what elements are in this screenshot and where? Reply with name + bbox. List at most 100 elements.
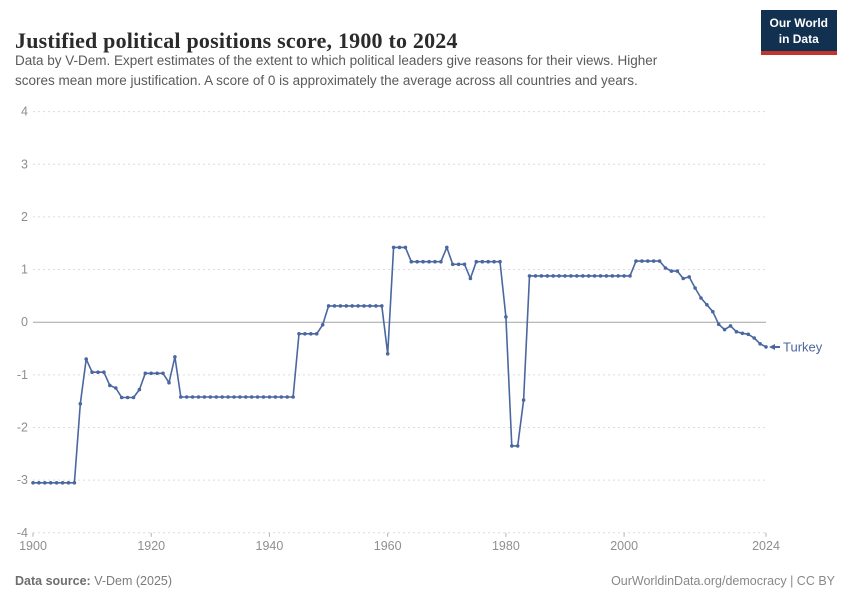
data-point[interactable] xyxy=(551,274,555,278)
data-point[interactable] xyxy=(539,274,544,278)
data-point[interactable] xyxy=(657,259,662,263)
data-point[interactable] xyxy=(728,324,733,328)
data-point[interactable] xyxy=(403,245,408,250)
data-point[interactable] xyxy=(167,380,171,385)
data-point[interactable] xyxy=(155,371,159,376)
data-point[interactable] xyxy=(415,259,420,264)
series-end-label[interactable]: Turkey xyxy=(783,339,823,354)
data-point[interactable] xyxy=(96,370,100,375)
data-point[interactable] xyxy=(190,395,195,399)
data-point[interactable] xyxy=(681,276,685,281)
data-point[interactable] xyxy=(474,259,479,264)
data-point[interactable] xyxy=(60,481,65,485)
data-point[interactable] xyxy=(397,245,402,250)
series-line-turkey[interactable] xyxy=(33,246,767,484)
data-point[interactable] xyxy=(314,332,319,336)
data-point[interactable] xyxy=(143,371,148,376)
data-point[interactable] xyxy=(385,352,390,356)
data-point[interactable] xyxy=(350,304,355,308)
data-point[interactable] xyxy=(43,481,47,485)
data-point[interactable] xyxy=(184,395,189,399)
owid-logo[interactable]: Our World in Data xyxy=(760,10,837,56)
data-point[interactable] xyxy=(84,357,88,361)
data-point[interactable] xyxy=(486,259,491,264)
data-point[interactable] xyxy=(409,259,414,264)
data-point[interactable] xyxy=(557,274,561,278)
data-point[interactable] xyxy=(581,274,585,278)
data-point[interactable] xyxy=(592,274,597,278)
data-point[interactable] xyxy=(368,304,372,308)
data-point[interactable] xyxy=(586,274,591,278)
data-point[interactable] xyxy=(675,269,680,273)
data-point[interactable] xyxy=(362,304,366,308)
data-point[interactable] xyxy=(651,259,656,263)
data-point[interactable] xyxy=(214,395,219,399)
data-point[interactable] xyxy=(427,259,431,264)
data-point[interactable] xyxy=(563,274,567,278)
data-point[interactable] xyxy=(279,395,284,399)
data-point[interactable] xyxy=(598,274,603,278)
data-point[interactable] xyxy=(468,276,473,281)
data-point[interactable] xyxy=(114,386,118,390)
data-point[interactable] xyxy=(480,259,485,264)
data-point[interactable] xyxy=(255,395,260,399)
data-point[interactable] xyxy=(131,395,136,400)
data-point[interactable] xyxy=(510,444,514,448)
data-point[interactable] xyxy=(320,323,325,327)
data-point[interactable] xyxy=(740,331,745,336)
data-point[interactable] xyxy=(309,332,313,336)
data-point[interactable] xyxy=(622,274,626,278)
data-point[interactable] xyxy=(291,395,295,399)
data-point[interactable] xyxy=(504,315,508,319)
data-point[interactable] xyxy=(663,266,668,270)
data-point[interactable] xyxy=(699,296,703,300)
data-point[interactable] xyxy=(492,259,496,264)
data-point[interactable] xyxy=(628,274,632,278)
data-point[interactable] xyxy=(646,259,650,263)
data-point[interactable] xyxy=(119,395,124,400)
data-point[interactable] xyxy=(616,274,620,278)
data-point[interactable] xyxy=(391,245,396,250)
data-point[interactable] xyxy=(521,398,526,402)
data-point[interactable] xyxy=(173,355,177,359)
data-point[interactable] xyxy=(196,395,201,399)
data-point[interactable] xyxy=(746,332,751,337)
data-point[interactable] xyxy=(711,309,715,314)
data-point[interactable] xyxy=(734,329,739,334)
data-point[interactable] xyxy=(220,395,224,399)
data-point[interactable] xyxy=(297,332,301,336)
data-point[interactable] xyxy=(687,275,691,279)
data-point[interactable] xyxy=(285,395,290,399)
data-point[interactable] xyxy=(456,262,461,267)
data-point[interactable] xyxy=(705,303,709,307)
data-point[interactable] xyxy=(326,304,331,308)
data-point[interactable] xyxy=(433,259,437,264)
data-point[interactable] xyxy=(179,395,183,399)
data-point[interactable] xyxy=(48,481,53,485)
data-point[interactable] xyxy=(72,481,77,485)
data-point[interactable] xyxy=(758,342,762,346)
data-point[interactable] xyxy=(604,274,609,278)
data-point[interactable] xyxy=(31,481,35,485)
data-point[interactable] xyxy=(338,304,343,308)
data-point[interactable] xyxy=(575,274,579,278)
data-point[interactable] xyxy=(640,259,644,263)
data-point[interactable] xyxy=(515,444,520,448)
data-point[interactable] xyxy=(634,259,638,263)
data-point[interactable] xyxy=(267,395,272,399)
data-point[interactable] xyxy=(421,259,425,264)
data-point[interactable] xyxy=(462,262,467,267)
data-point[interactable] xyxy=(149,371,153,376)
data-point[interactable] xyxy=(716,322,721,327)
data-point[interactable] xyxy=(66,481,71,485)
data-point[interactable] xyxy=(545,274,550,278)
data-point[interactable] xyxy=(569,274,573,278)
data-point[interactable] xyxy=(108,383,112,388)
data-point[interactable] xyxy=(249,395,254,399)
data-point[interactable] xyxy=(374,304,378,308)
data-point[interactable] xyxy=(244,395,248,399)
credit-link[interactable]: OurWorldinData.org/democracy | CC BY xyxy=(611,574,835,588)
data-point[interactable] xyxy=(102,370,106,375)
data-point[interactable] xyxy=(380,304,384,308)
